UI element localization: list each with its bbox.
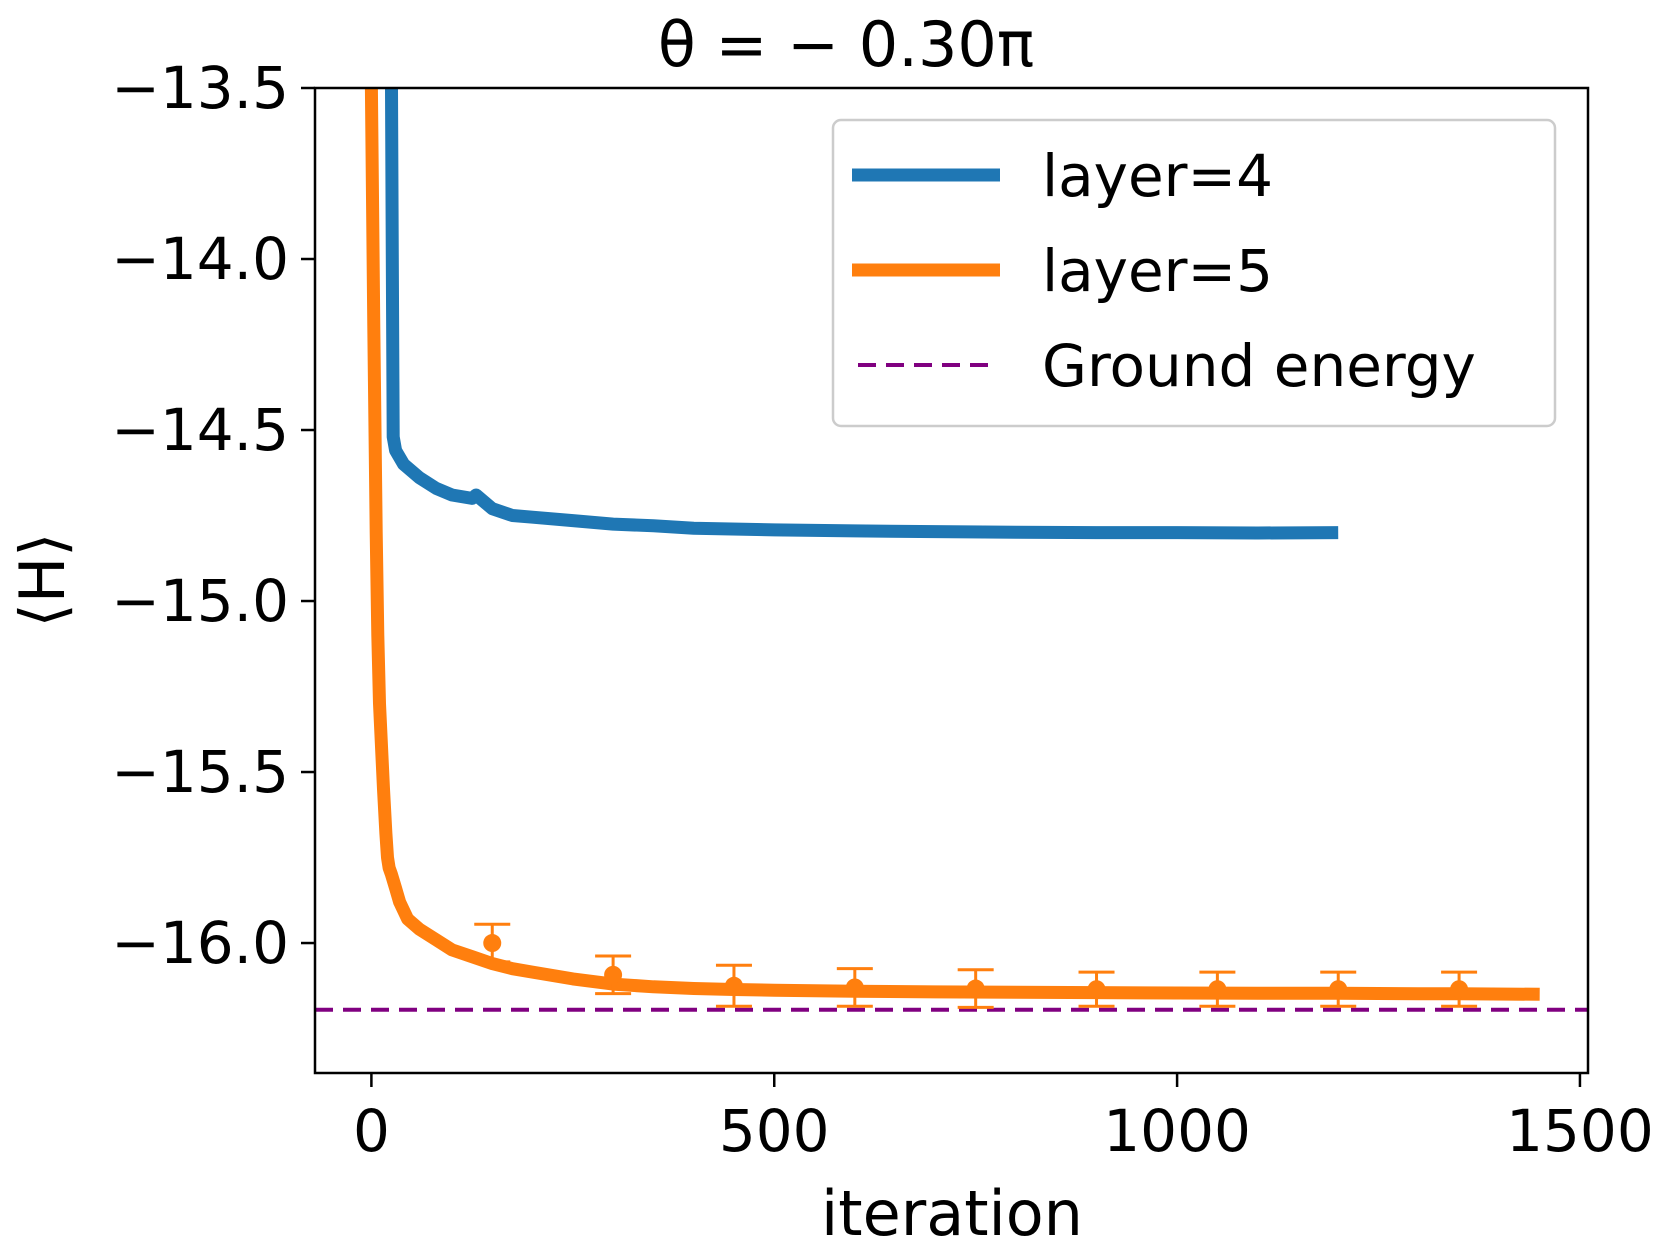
y-tick-label: −15.0: [111, 567, 289, 635]
y-tick-label: −14.0: [111, 225, 289, 293]
x-tick-label: 1500: [1506, 1097, 1654, 1165]
y-axis-label: ⟨H⟩: [6, 533, 79, 628]
y-axis-ticks: −13.5 −14.0 −14.5 −15.0 −15.5 −16.0: [111, 54, 315, 977]
series-layer: [315, 88, 1588, 1012]
legend-entry: layer=5: [852, 237, 1273, 305]
error-bar: [1320, 970, 1357, 1008]
error-bar: [595, 954, 632, 996]
x-axis-label: iteration: [821, 1177, 1083, 1245]
error-bar-point: [483, 934, 502, 953]
error-bar-point: [845, 978, 864, 997]
y-tick-label: −15.5: [111, 738, 289, 806]
error-bar-point: [1208, 980, 1227, 999]
legend-label: layer=4: [1042, 142, 1273, 210]
x-tick-label: 1000: [1103, 1097, 1251, 1165]
legend-box: [831, 118, 1557, 428]
error-bar-point: [1329, 980, 1348, 999]
error-bar: [957, 968, 994, 1009]
error-bar: [715, 963, 752, 1008]
legend-label: layer=5: [1042, 237, 1273, 305]
error-bar-point: [724, 976, 743, 995]
legend-entry: layer=4: [852, 142, 1273, 210]
error-bar-point: [966, 979, 985, 998]
error-bar: [1078, 970, 1115, 1008]
x-tick-label: 0: [353, 1097, 390, 1165]
error-bar: [474, 922, 511, 964]
x-axis-ticks: 0 500 1000 1500: [353, 1073, 1654, 1165]
plot-area: [313, 86, 1590, 1075]
y-tick-label: −13.5: [111, 54, 289, 122]
chart-title: θ = − 0.30π: [658, 8, 1034, 81]
error-bar: [1199, 970, 1236, 1008]
error-bar-point: [1450, 980, 1469, 999]
plot-frame: [313, 86, 1590, 1075]
error-bar-point: [1087, 980, 1106, 999]
y-tick-label: −14.5: [111, 396, 289, 464]
legend-label: Ground energy: [1042, 332, 1476, 400]
error-bar: [836, 967, 873, 1008]
x-tick-label: 500: [719, 1097, 830, 1165]
legend: layer=4 layer=5 Ground energy: [831, 118, 1557, 428]
series-line-layer-4: [385, 88, 1339, 540]
error-bar: [1441, 970, 1478, 1008]
error-bar-point: [604, 965, 623, 984]
y-tick-label: −16.0: [111, 909, 289, 977]
legend-entry: Ground energy: [858, 332, 1476, 400]
